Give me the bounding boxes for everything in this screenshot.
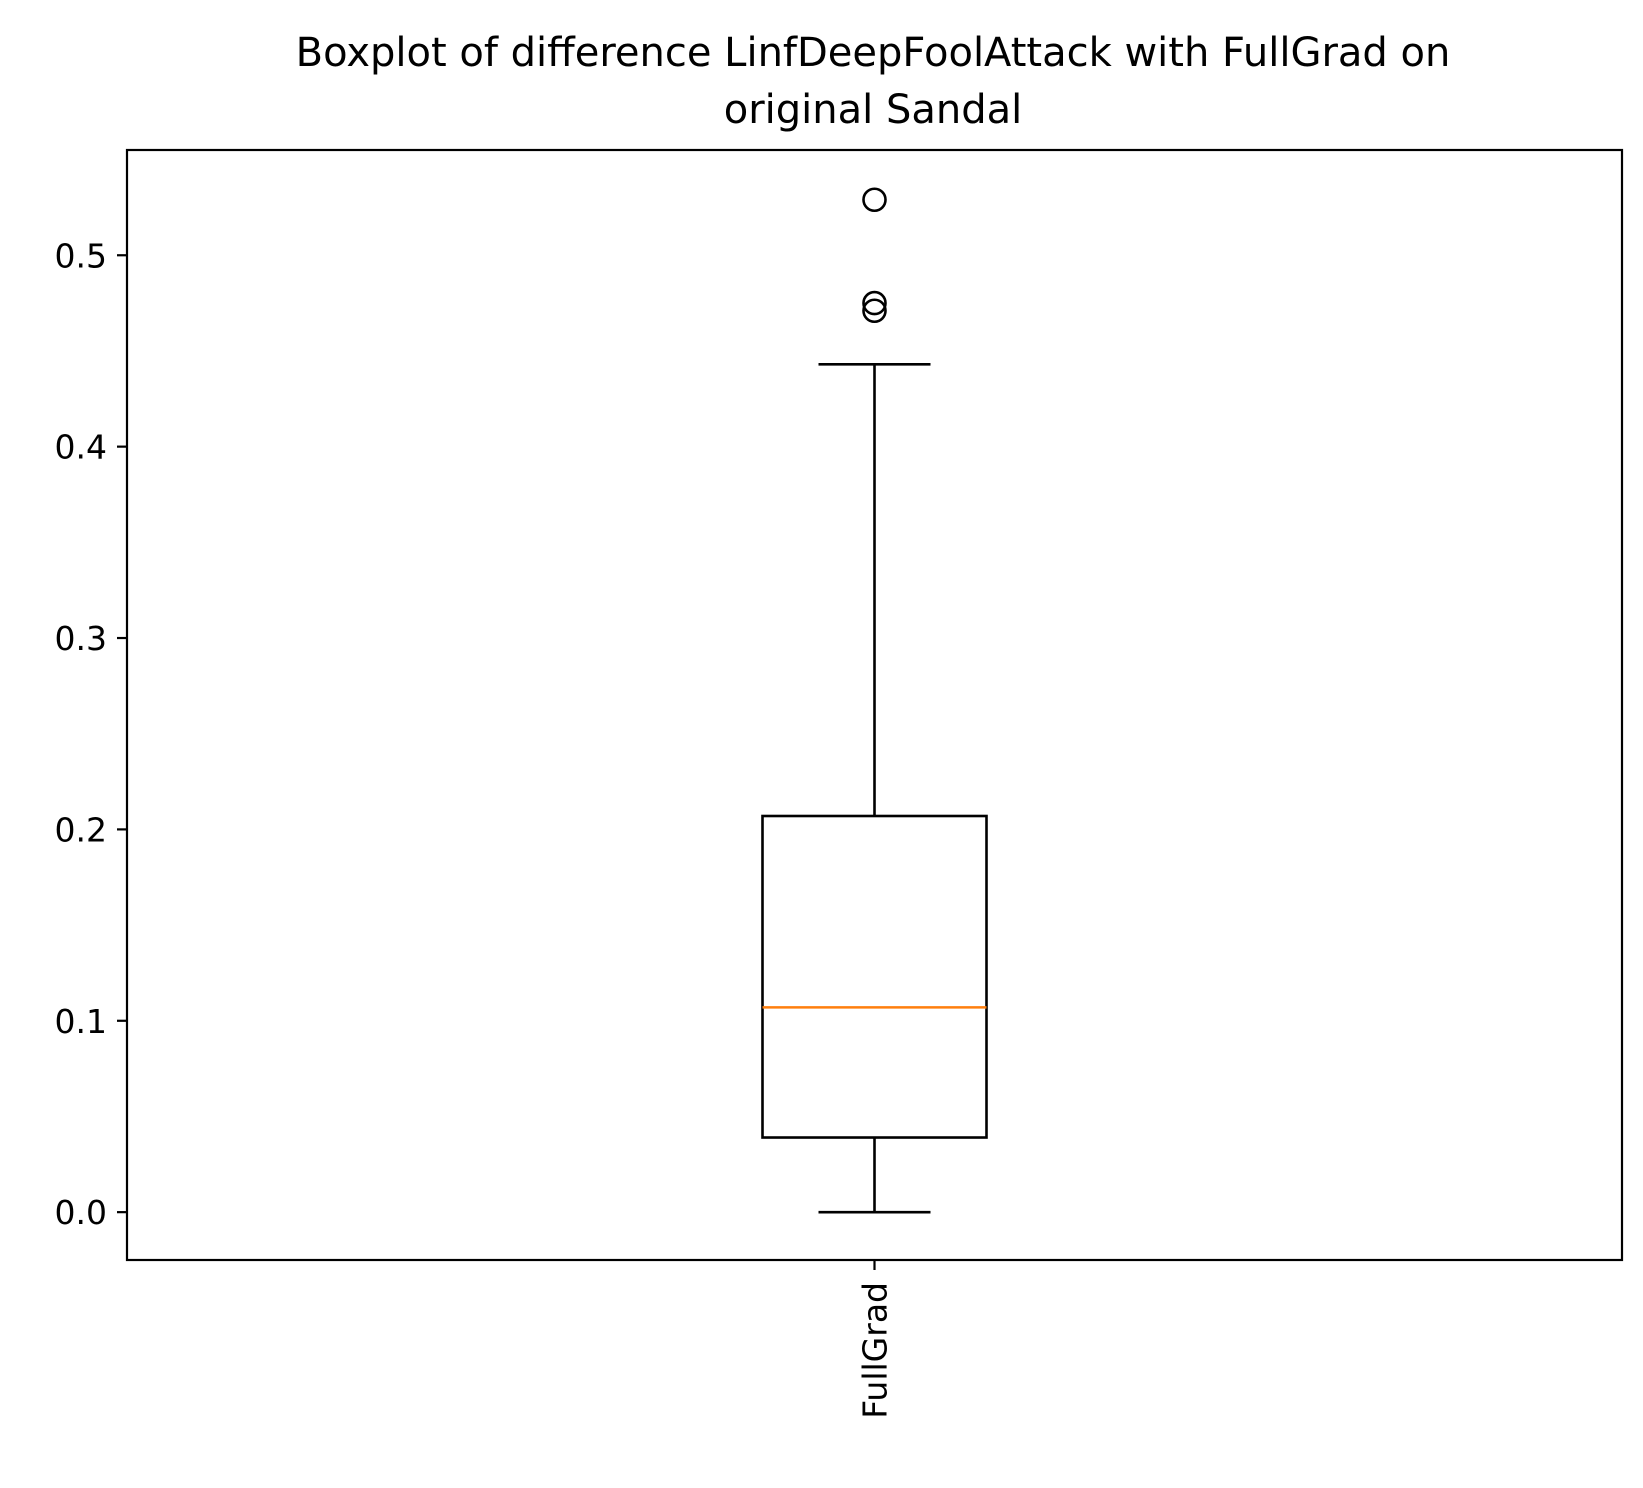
y-axis-ticks: 0.0 0.1 0.2 0.3 0.4 0.5 bbox=[55, 236, 127, 1232]
y-tick-label: 0.4 bbox=[55, 428, 107, 467]
iqr-box bbox=[761, 814, 988, 1139]
box-layer bbox=[761, 187, 988, 1214]
outlier-point bbox=[862, 298, 887, 324]
plot-frame bbox=[125, 148, 1624, 1262]
outlier-point bbox=[862, 290, 887, 316]
x-tick-label: FullGrad bbox=[856, 1282, 895, 1419]
y-tick-label: 0.0 bbox=[55, 1193, 107, 1232]
y-tick-label: 0.5 bbox=[55, 236, 107, 275]
x-axis-ticks: FullGrad bbox=[856, 1260, 895, 1419]
y-tick-label: 0.1 bbox=[55, 1002, 107, 1041]
y-tick-label: 0.3 bbox=[55, 619, 107, 658]
y-tick-label: 0.2 bbox=[55, 810, 107, 849]
chart-title-line-1: Boxplot of difference LinfDeepFoolAttack… bbox=[296, 30, 1451, 76]
chart-title-line-2: original Sandal bbox=[724, 87, 1023, 133]
outlier-point bbox=[862, 187, 887, 213]
